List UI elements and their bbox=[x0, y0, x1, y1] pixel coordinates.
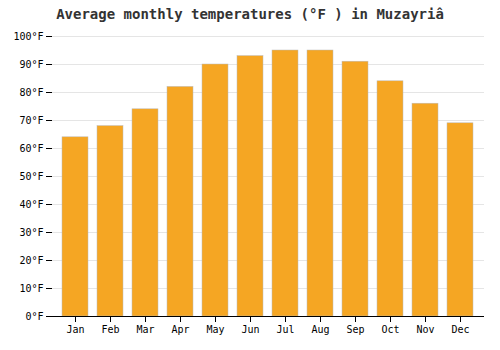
svg-text:Dec: Dec bbox=[451, 324, 469, 335]
svg-text:Jun: Jun bbox=[241, 324, 259, 335]
svg-text:Jan: Jan bbox=[66, 324, 84, 335]
svg-text:Nov: Nov bbox=[416, 324, 434, 335]
svg-text:20°F: 20°F bbox=[19, 255, 43, 266]
svg-text:10°F: 10°F bbox=[19, 283, 43, 294]
svg-text:80°F: 80°F bbox=[19, 87, 43, 98]
svg-text:Aug: Aug bbox=[311, 324, 329, 335]
svg-text:Sep: Sep bbox=[346, 324, 364, 335]
svg-text:40°F: 40°F bbox=[19, 199, 43, 210]
svg-text:100°F: 100°F bbox=[13, 31, 43, 42]
svg-text:90°F: 90°F bbox=[19, 59, 43, 70]
svg-text:May: May bbox=[206, 324, 224, 335]
html-text:Average monthly temperatures (: Average monthly temperatures (°F ) in Mu… bbox=[56, 6, 444, 22]
svg-text:Oct: Oct bbox=[381, 324, 399, 335]
svg-text:Feb: Feb bbox=[101, 324, 119, 335]
svg-text:30°F: 30°F bbox=[19, 227, 43, 238]
svg-text:Mar: Mar bbox=[136, 324, 154, 335]
svg-text:70°F: 70°F bbox=[19, 115, 43, 126]
svg-text:60°F: 60°F bbox=[19, 143, 43, 154]
svg-text:0°F: 0°F bbox=[25, 311, 43, 322]
svg-text:50°F: 50°F bbox=[19, 171, 43, 182]
svg-text:Apr: Apr bbox=[171, 324, 189, 335]
svg-text:Jul: Jul bbox=[276, 324, 294, 335]
